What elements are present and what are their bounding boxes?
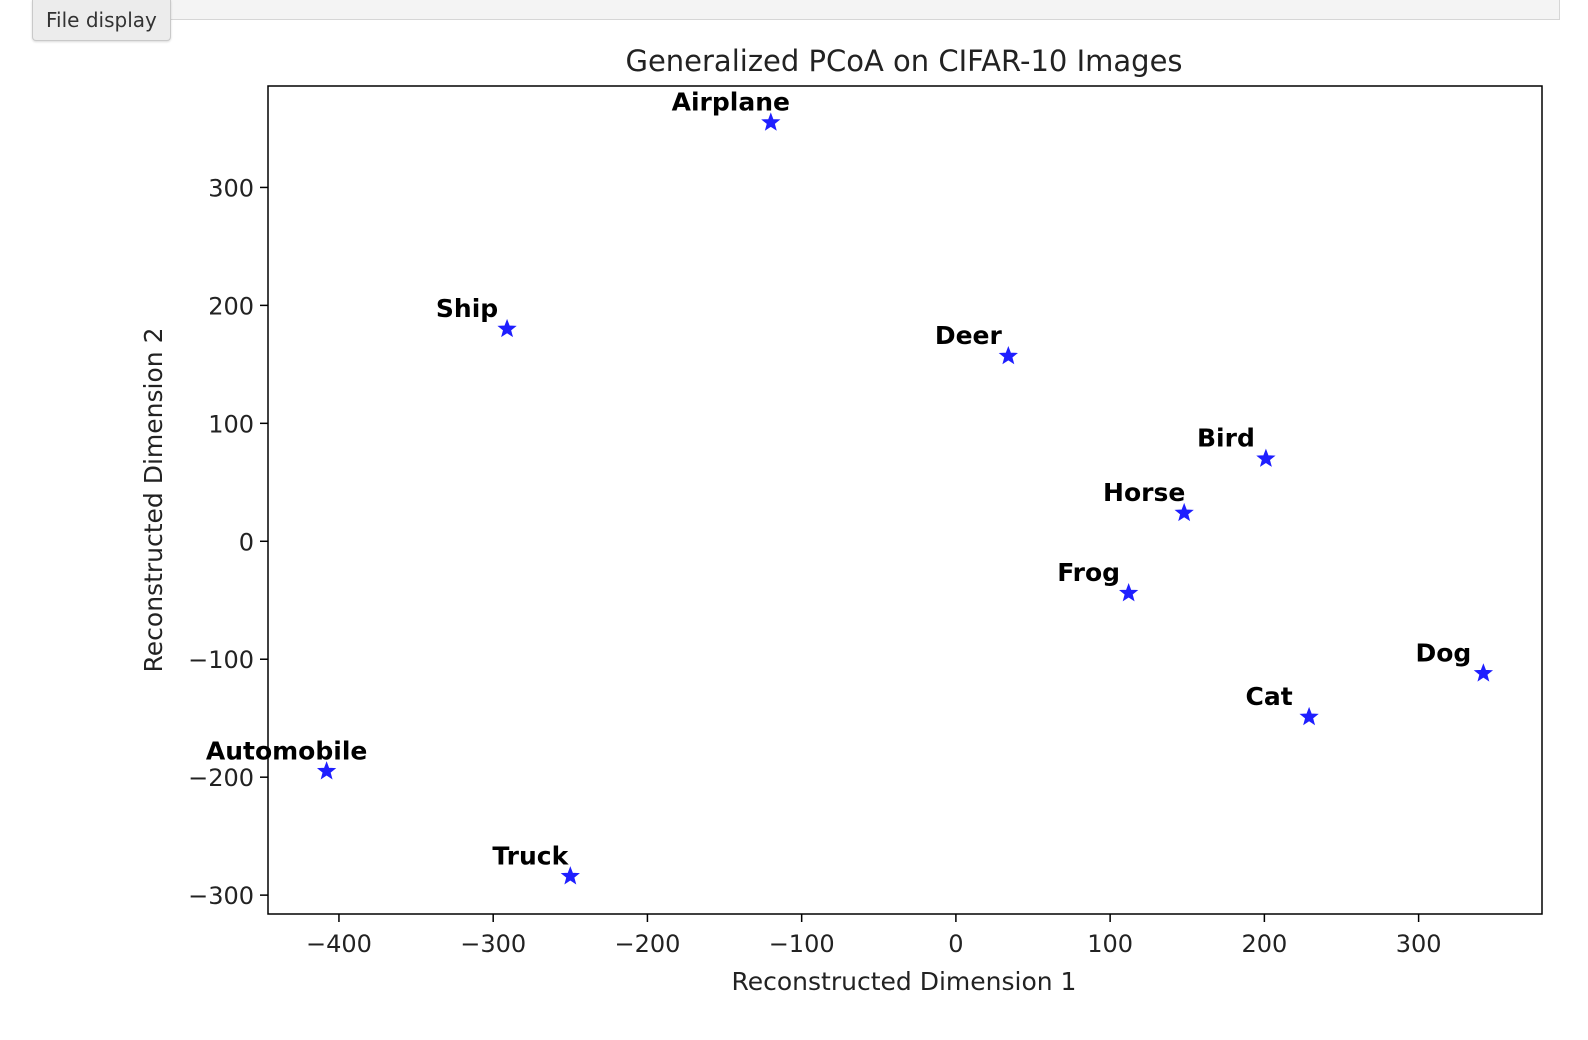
- x-tick-label: 100: [1087, 930, 1133, 958]
- y-tick-label: 100: [208, 410, 254, 438]
- y-tick-label: −200: [188, 764, 254, 792]
- data-point-label: Cat: [1246, 682, 1293, 711]
- x-axis: −400 −300 −200 −100 0 100 200 300: [306, 914, 1442, 958]
- file-display-button[interactable]: File display: [32, 0, 171, 41]
- x-axis-label: Reconstructed Dimension 1: [732, 967, 1077, 996]
- x-tick-label: −300: [460, 930, 526, 958]
- data-point-marker: [1473, 663, 1494, 682]
- data-point-label: Deer: [935, 321, 1003, 350]
- y-axis-label: Reconstructed Dimension 2: [139, 328, 168, 673]
- x-tick-label: 300: [1396, 930, 1442, 958]
- data-point-marker: [560, 866, 580, 885]
- plot-area: [267, 85, 1543, 915]
- data-point-marker: [1118, 583, 1139, 602]
- x-tick-label: −400: [306, 930, 372, 958]
- data-point-marker: [1174, 502, 1194, 522]
- data-point-marker: [316, 761, 337, 780]
- data-point-marker: [1256, 448, 1276, 467]
- x-tick-label: −200: [614, 930, 680, 958]
- x-tick-label: −100: [769, 930, 835, 958]
- data-point-label: Airplane: [672, 88, 790, 117]
- data-point-label: Ship: [436, 294, 498, 323]
- data-point-label: Dog: [1415, 638, 1471, 667]
- data-point-marker: [761, 112, 781, 131]
- data-point-label: Frog: [1057, 558, 1120, 587]
- y-tick-label: 0: [239, 528, 254, 556]
- data-point-label: Bird: [1197, 424, 1255, 453]
- data-point-marker: [998, 345, 1018, 365]
- y-tick-label: −300: [188, 882, 254, 910]
- data-point-label: Truck: [492, 841, 569, 870]
- y-axis: −300 −200 −100 0 100 200 300: [188, 174, 268, 910]
- y-tick-label: −100: [188, 646, 254, 674]
- data-point-label: Horse: [1103, 478, 1185, 507]
- y-tick-label: 200: [208, 292, 254, 320]
- x-tick-label: 200: [1241, 930, 1287, 958]
- chart-title: Generalized PCoA on CIFAR-10 Images: [625, 44, 1182, 78]
- data-point-marker: [497, 318, 517, 338]
- data-point-label: Automobile: [206, 736, 368, 765]
- data-point-marker: [1299, 706, 1319, 726]
- data-points: Airplane Ship Deer Bird Horse Frog Dog Cat Autom…: [206, 88, 1494, 885]
- x-tick-label: 0: [948, 930, 963, 958]
- y-tick-label: 300: [208, 174, 254, 202]
